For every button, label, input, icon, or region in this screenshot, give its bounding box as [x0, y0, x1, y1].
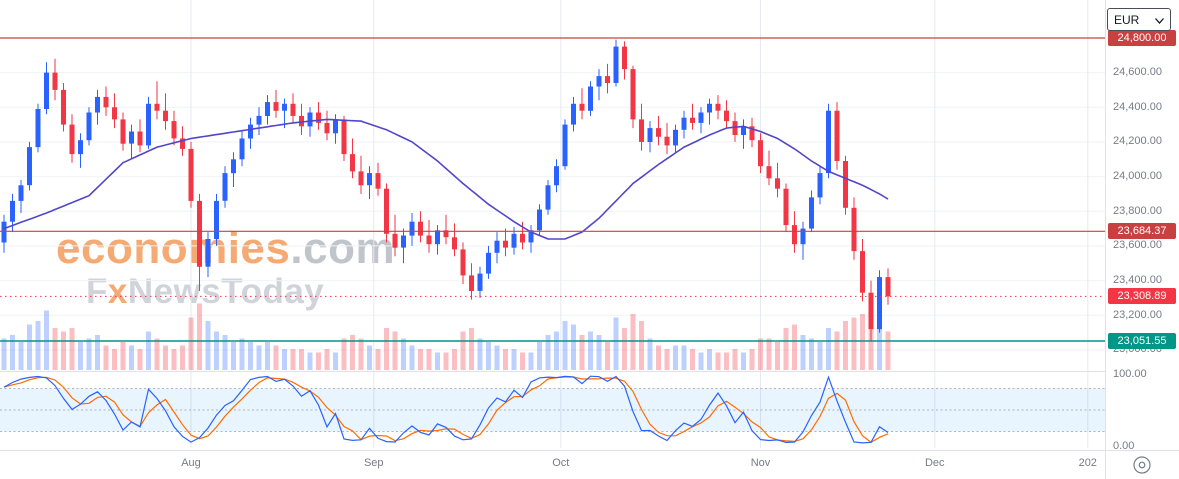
price-line-label: 24,800.00 [1108, 29, 1176, 46]
watermark-domain-suffix: .com [290, 224, 396, 273]
time-tick-label: 202 [1078, 457, 1097, 469]
price-axis[interactable]: 24,600.00 24,400.00 24,200.00 24,000.00 23,8… [1105, 0, 1179, 479]
watermark-brand: economies [56, 224, 291, 273]
symbol-selector[interactable]: EUR [1107, 8, 1171, 31]
watermark-tagline-prefix: F [86, 271, 108, 311]
price-line-label: 23,308.89 [1108, 288, 1176, 305]
watermark: economies.com FxNewsToday [56, 226, 395, 310]
price-tick-label: 24,200.00 [1113, 135, 1162, 148]
watermark-tagline-x: x [107, 271, 128, 311]
price-tick-label: 23,600.00 [1113, 239, 1162, 252]
indicator-tick-label: 100.00 [1113, 368, 1147, 380]
time-tick-label: Dec [924, 457, 945, 469]
watermark-brand-line: economies.com [56, 226, 395, 272]
price-line-label: 23,051.55 [1108, 332, 1176, 349]
time-tick-label: Sep [363, 457, 384, 469]
symbol-selector-value: EUR [1114, 12, 1140, 27]
price-tick-label: 23,400.00 [1113, 274, 1162, 287]
price-tick-label: 23,200.00 [1113, 308, 1162, 321]
time-tick-label: Aug [181, 457, 201, 469]
indicator-tick-label: 0.00 [1113, 440, 1135, 452]
price-tick-label: 24,600.00 [1113, 66, 1162, 79]
time-axis[interactable]: Aug Sep Oct Nov Dec 202 [0, 450, 1105, 479]
time-tick-label: Nov [750, 457, 771, 469]
watermark-tagline: FxNewsToday [86, 271, 395, 311]
chart-canvas[interactable] [0, 0, 1105, 450]
settings-icon[interactable] [1132, 455, 1152, 475]
price-line-label: 23,684.37 [1108, 223, 1176, 240]
price-tick-label: 24,000.00 [1113, 170, 1162, 183]
watermark-tagline-rest: NewsToday [127, 271, 325, 311]
time-axis-separator [0, 450, 1179, 451]
price-tick-label: 23,800.00 [1113, 204, 1162, 217]
price-tick-label: 24,400.00 [1113, 100, 1162, 113]
axis-corner [1105, 451, 1179, 479]
time-tick-label: Oct [552, 457, 570, 469]
chevron-down-icon [1155, 11, 1164, 29]
